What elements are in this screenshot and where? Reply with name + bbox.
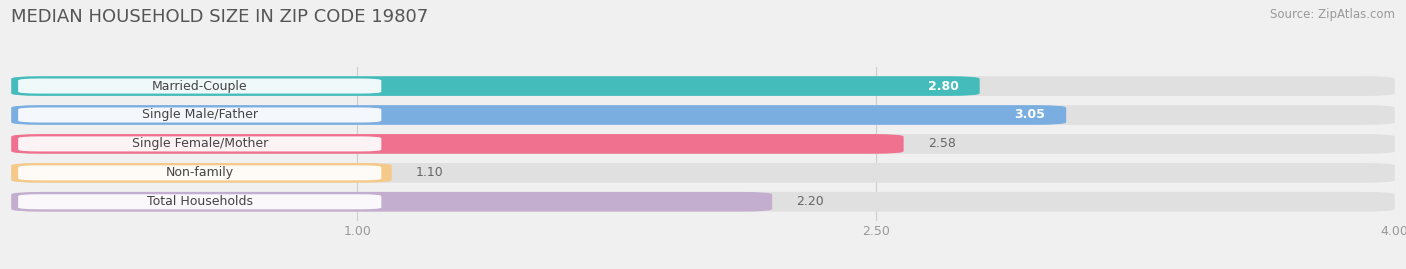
FancyBboxPatch shape bbox=[11, 105, 1066, 125]
FancyBboxPatch shape bbox=[18, 79, 381, 94]
FancyBboxPatch shape bbox=[11, 134, 1395, 154]
Text: Married-Couple: Married-Couple bbox=[152, 80, 247, 93]
FancyBboxPatch shape bbox=[11, 76, 980, 96]
Text: MEDIAN HOUSEHOLD SIZE IN ZIP CODE 19807: MEDIAN HOUSEHOLD SIZE IN ZIP CODE 19807 bbox=[11, 8, 429, 26]
FancyBboxPatch shape bbox=[11, 163, 1395, 183]
FancyBboxPatch shape bbox=[11, 134, 904, 154]
Text: 2.80: 2.80 bbox=[928, 80, 959, 93]
FancyBboxPatch shape bbox=[11, 163, 392, 183]
Text: Single Male/Father: Single Male/Father bbox=[142, 108, 257, 122]
Text: 3.05: 3.05 bbox=[1015, 108, 1046, 122]
Text: Non-family: Non-family bbox=[166, 166, 233, 179]
FancyBboxPatch shape bbox=[11, 192, 772, 212]
Text: 1.10: 1.10 bbox=[416, 166, 444, 179]
Text: Total Households: Total Households bbox=[146, 195, 253, 208]
FancyBboxPatch shape bbox=[18, 194, 381, 209]
Text: 2.20: 2.20 bbox=[796, 195, 824, 208]
FancyBboxPatch shape bbox=[18, 136, 381, 151]
Text: Source: ZipAtlas.com: Source: ZipAtlas.com bbox=[1270, 8, 1395, 21]
FancyBboxPatch shape bbox=[11, 76, 1395, 96]
FancyBboxPatch shape bbox=[11, 105, 1395, 125]
Text: 2.58: 2.58 bbox=[928, 137, 956, 150]
FancyBboxPatch shape bbox=[18, 107, 381, 122]
FancyBboxPatch shape bbox=[18, 165, 381, 180]
FancyBboxPatch shape bbox=[11, 192, 1395, 212]
Text: Single Female/Mother: Single Female/Mother bbox=[132, 137, 269, 150]
